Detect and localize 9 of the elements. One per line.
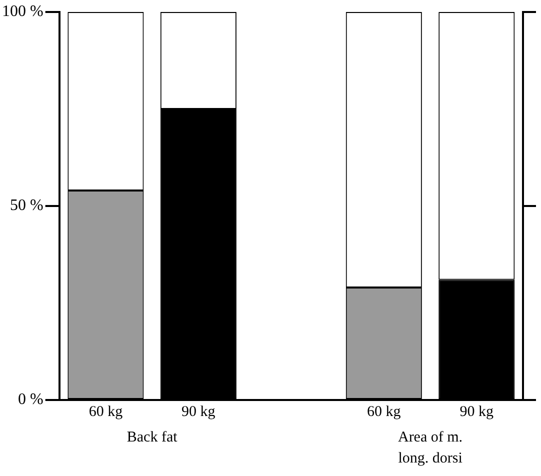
y-tick-label: 100 % — [2, 3, 44, 20]
text: Back fat — [126, 429, 178, 446]
y-tick-label: 50 % — [10, 197, 44, 214]
x-tick-label: 90 kg — [182, 404, 216, 420]
x-tick-label: 90 kg — [460, 404, 494, 420]
text: Area of m. long. dorsi — [398, 429, 463, 466]
y-tick-label: 0 % — [18, 391, 44, 408]
x-tick-label: 60 kg — [367, 404, 402, 420]
x-tick-label: 60 kg — [88, 404, 124, 420]
